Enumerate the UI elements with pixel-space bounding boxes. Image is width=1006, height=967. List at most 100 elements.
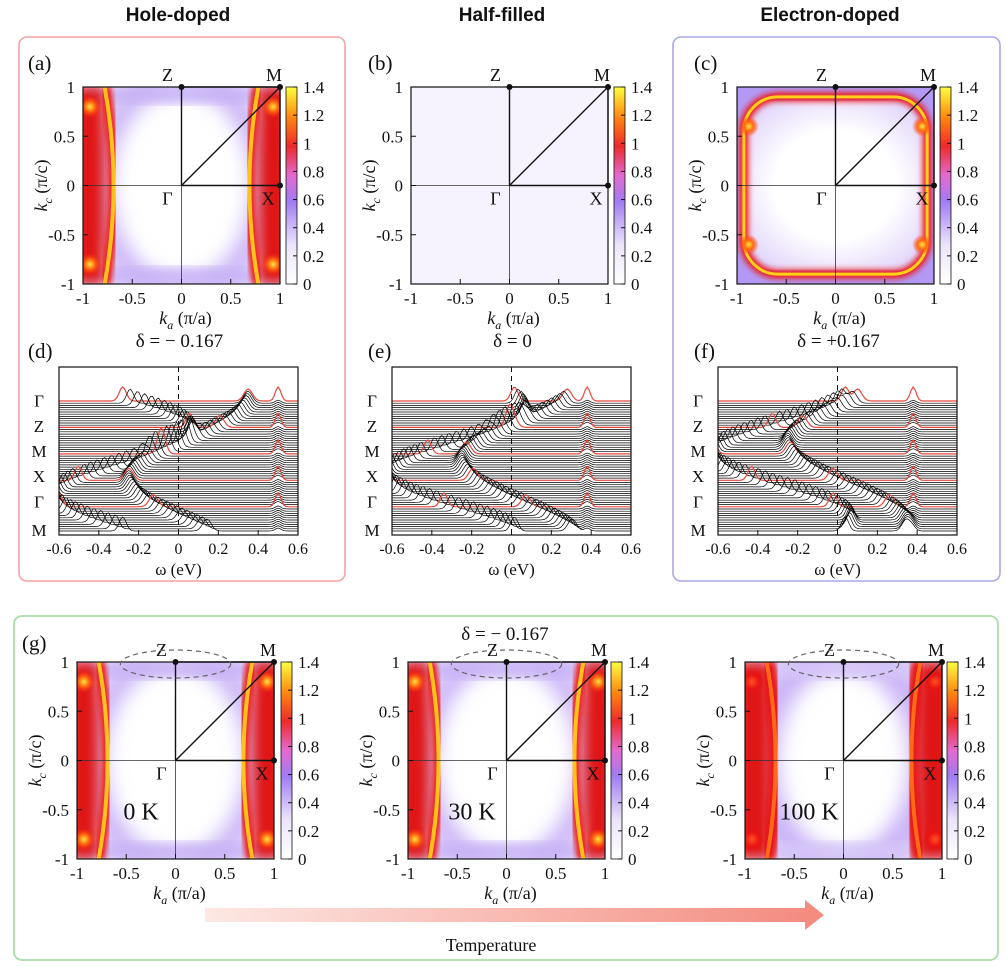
colorbar-tick-label: 1: [628, 709, 637, 728]
colorbar-tick-label: 1: [957, 134, 966, 153]
spectral-curve: [392, 459, 631, 472]
spectral-xtick-label: 0.6: [288, 541, 308, 558]
fs-xtick-label: 1: [604, 289, 613, 308]
colorbar-tick-label: 0.6: [964, 766, 985, 785]
spectral-curve: [718, 443, 957, 457]
spectral-path-label: M: [364, 442, 379, 461]
fs-ylabel: kc (π/c): [25, 735, 49, 787]
colorbar-tick-label: 1.2: [964, 681, 985, 700]
fs-ytick-label: 0.5: [48, 702, 69, 721]
fs-ytick-label: -1: [723, 850, 737, 869]
spectral-curve: [718, 424, 957, 439]
bz-point-0: [832, 84, 839, 90]
fs-ytick-label: 1: [392, 653, 401, 672]
colorbar: [939, 86, 952, 285]
spectral-curve: [718, 514, 957, 530]
spectral-curve: [718, 491, 957, 508]
bz-label-m: M: [266, 65, 282, 85]
colorbar-tick-label: 0.8: [628, 737, 649, 756]
bz-label-z: Z: [490, 65, 501, 85]
fs-hotspot-1: [256, 670, 274, 693]
fs-hotspot-0: [745, 669, 764, 694]
spectral-curve: [392, 385, 631, 402]
fs-ytick-label: -1: [389, 275, 403, 294]
spectral-curve: [718, 404, 957, 419]
fs-map-2: Z M Γ X -1 -0.5 0 0.5 1 -1 -0.5 0 0.5 1 ka (π/a) kc (π/…: [685, 51, 979, 332]
fs-ytick-label: 0: [729, 752, 738, 771]
fs-highlight-ellipse: [119, 649, 232, 679]
spectral-xtick-label: 0.2: [541, 541, 561, 558]
fs-xtick-label: 1: [601, 864, 610, 883]
colorbar-tick-label: 0.4: [628, 794, 650, 813]
colorbar-tick-label: 1.2: [628, 681, 649, 700]
fs-hotspot-0: [83, 95, 101, 118]
colorbar-tick-label: 0: [964, 850, 973, 869]
fs-ytick-label: 0: [721, 177, 730, 196]
spectral-curve: [392, 395, 631, 411]
fs-hotspot-2: [738, 234, 759, 255]
spectral-curve: [59, 465, 298, 481]
spectral-curve: [392, 503, 631, 519]
fs-xtick-label: -1: [730, 289, 744, 308]
colorbar-tick-label: 0.2: [628, 822, 649, 841]
panel-label: (b): [368, 51, 393, 75]
colorbar-tick-label: 0.4: [964, 794, 986, 813]
bz-label-gamma: Γ: [824, 764, 834, 784]
bz-point-1: [931, 84, 937, 90]
colorbar-tick-label: 1: [303, 134, 312, 153]
fs-ytick-label: 0.5: [716, 702, 737, 721]
fs-ytick-label: -0.5: [710, 801, 737, 820]
spectral-path-label: X: [33, 467, 45, 486]
spectral-curve: [718, 406, 957, 422]
spectral-path-label: M: [690, 521, 705, 540]
fs-xlabel: ka (π/a): [159, 308, 212, 332]
fs-xtick-label: -0.5: [781, 864, 808, 883]
spectral-xtick-label: 0: [834, 541, 842, 558]
spectral-curve: [718, 415, 957, 430]
fs-ylabel: kc (π/c): [31, 160, 55, 212]
bz-point-0: [506, 84, 513, 90]
fs-ytick-label: 0.5: [379, 702, 400, 721]
spectral-xtick-label: -0.4: [745, 541, 770, 558]
fs-hotspot-1: [912, 116, 933, 137]
temperature-value: 30 K: [448, 800, 496, 826]
spectral-delta: δ = +0.167: [797, 331, 880, 352]
spectral-path-label: X: [366, 467, 378, 486]
bz-point-2: [939, 757, 945, 764]
fs-hotspot-1: [587, 670, 605, 693]
spectral-curve: [392, 448, 631, 464]
fs-ytick-label: -0.5: [376, 226, 403, 245]
spectral-curve: [59, 404, 298, 419]
fs-hotspot-2: [77, 828, 95, 851]
bz-label-z: Z: [162, 65, 173, 85]
spectral-curve: [718, 450, 957, 464]
fs-ytick-label: 0: [395, 177, 404, 196]
fs-hotspot-3: [262, 253, 280, 276]
fs-ylabel: kc (π/c): [359, 160, 383, 212]
colorbar-tick-label: 1.4: [628, 653, 650, 672]
colorbar-tick-label: 0.4: [631, 219, 653, 238]
colorbar: [946, 661, 959, 860]
spectral-curve: [718, 457, 957, 472]
bz-point-0: [503, 659, 510, 665]
fs-xtick-label: -1: [76, 289, 90, 308]
fs-xtick-label: 1: [276, 289, 285, 308]
bz-label-gamma: Γ: [156, 764, 166, 784]
spectral-path-label: Z: [367, 417, 377, 436]
spectral-curve: [392, 388, 631, 404]
fs-xtick-label: -1: [738, 864, 752, 883]
spectral-xtick-label: -0.2: [459, 541, 484, 558]
spectral-curve: [59, 427, 298, 455]
spectral-curve: [718, 476, 957, 492]
fs-highlight-ellipse: [787, 649, 900, 679]
colorbar-tick-label: 0: [631, 275, 640, 294]
bz-point-1: [605, 84, 611, 90]
spectral-xlabel: ω (eV): [155, 560, 202, 579]
spectral-path-label: M: [31, 442, 46, 461]
colorbar: [613, 86, 626, 285]
fs-xtick-label: 0.5: [882, 864, 903, 883]
fs-ytick-label: -0.5: [42, 801, 69, 820]
